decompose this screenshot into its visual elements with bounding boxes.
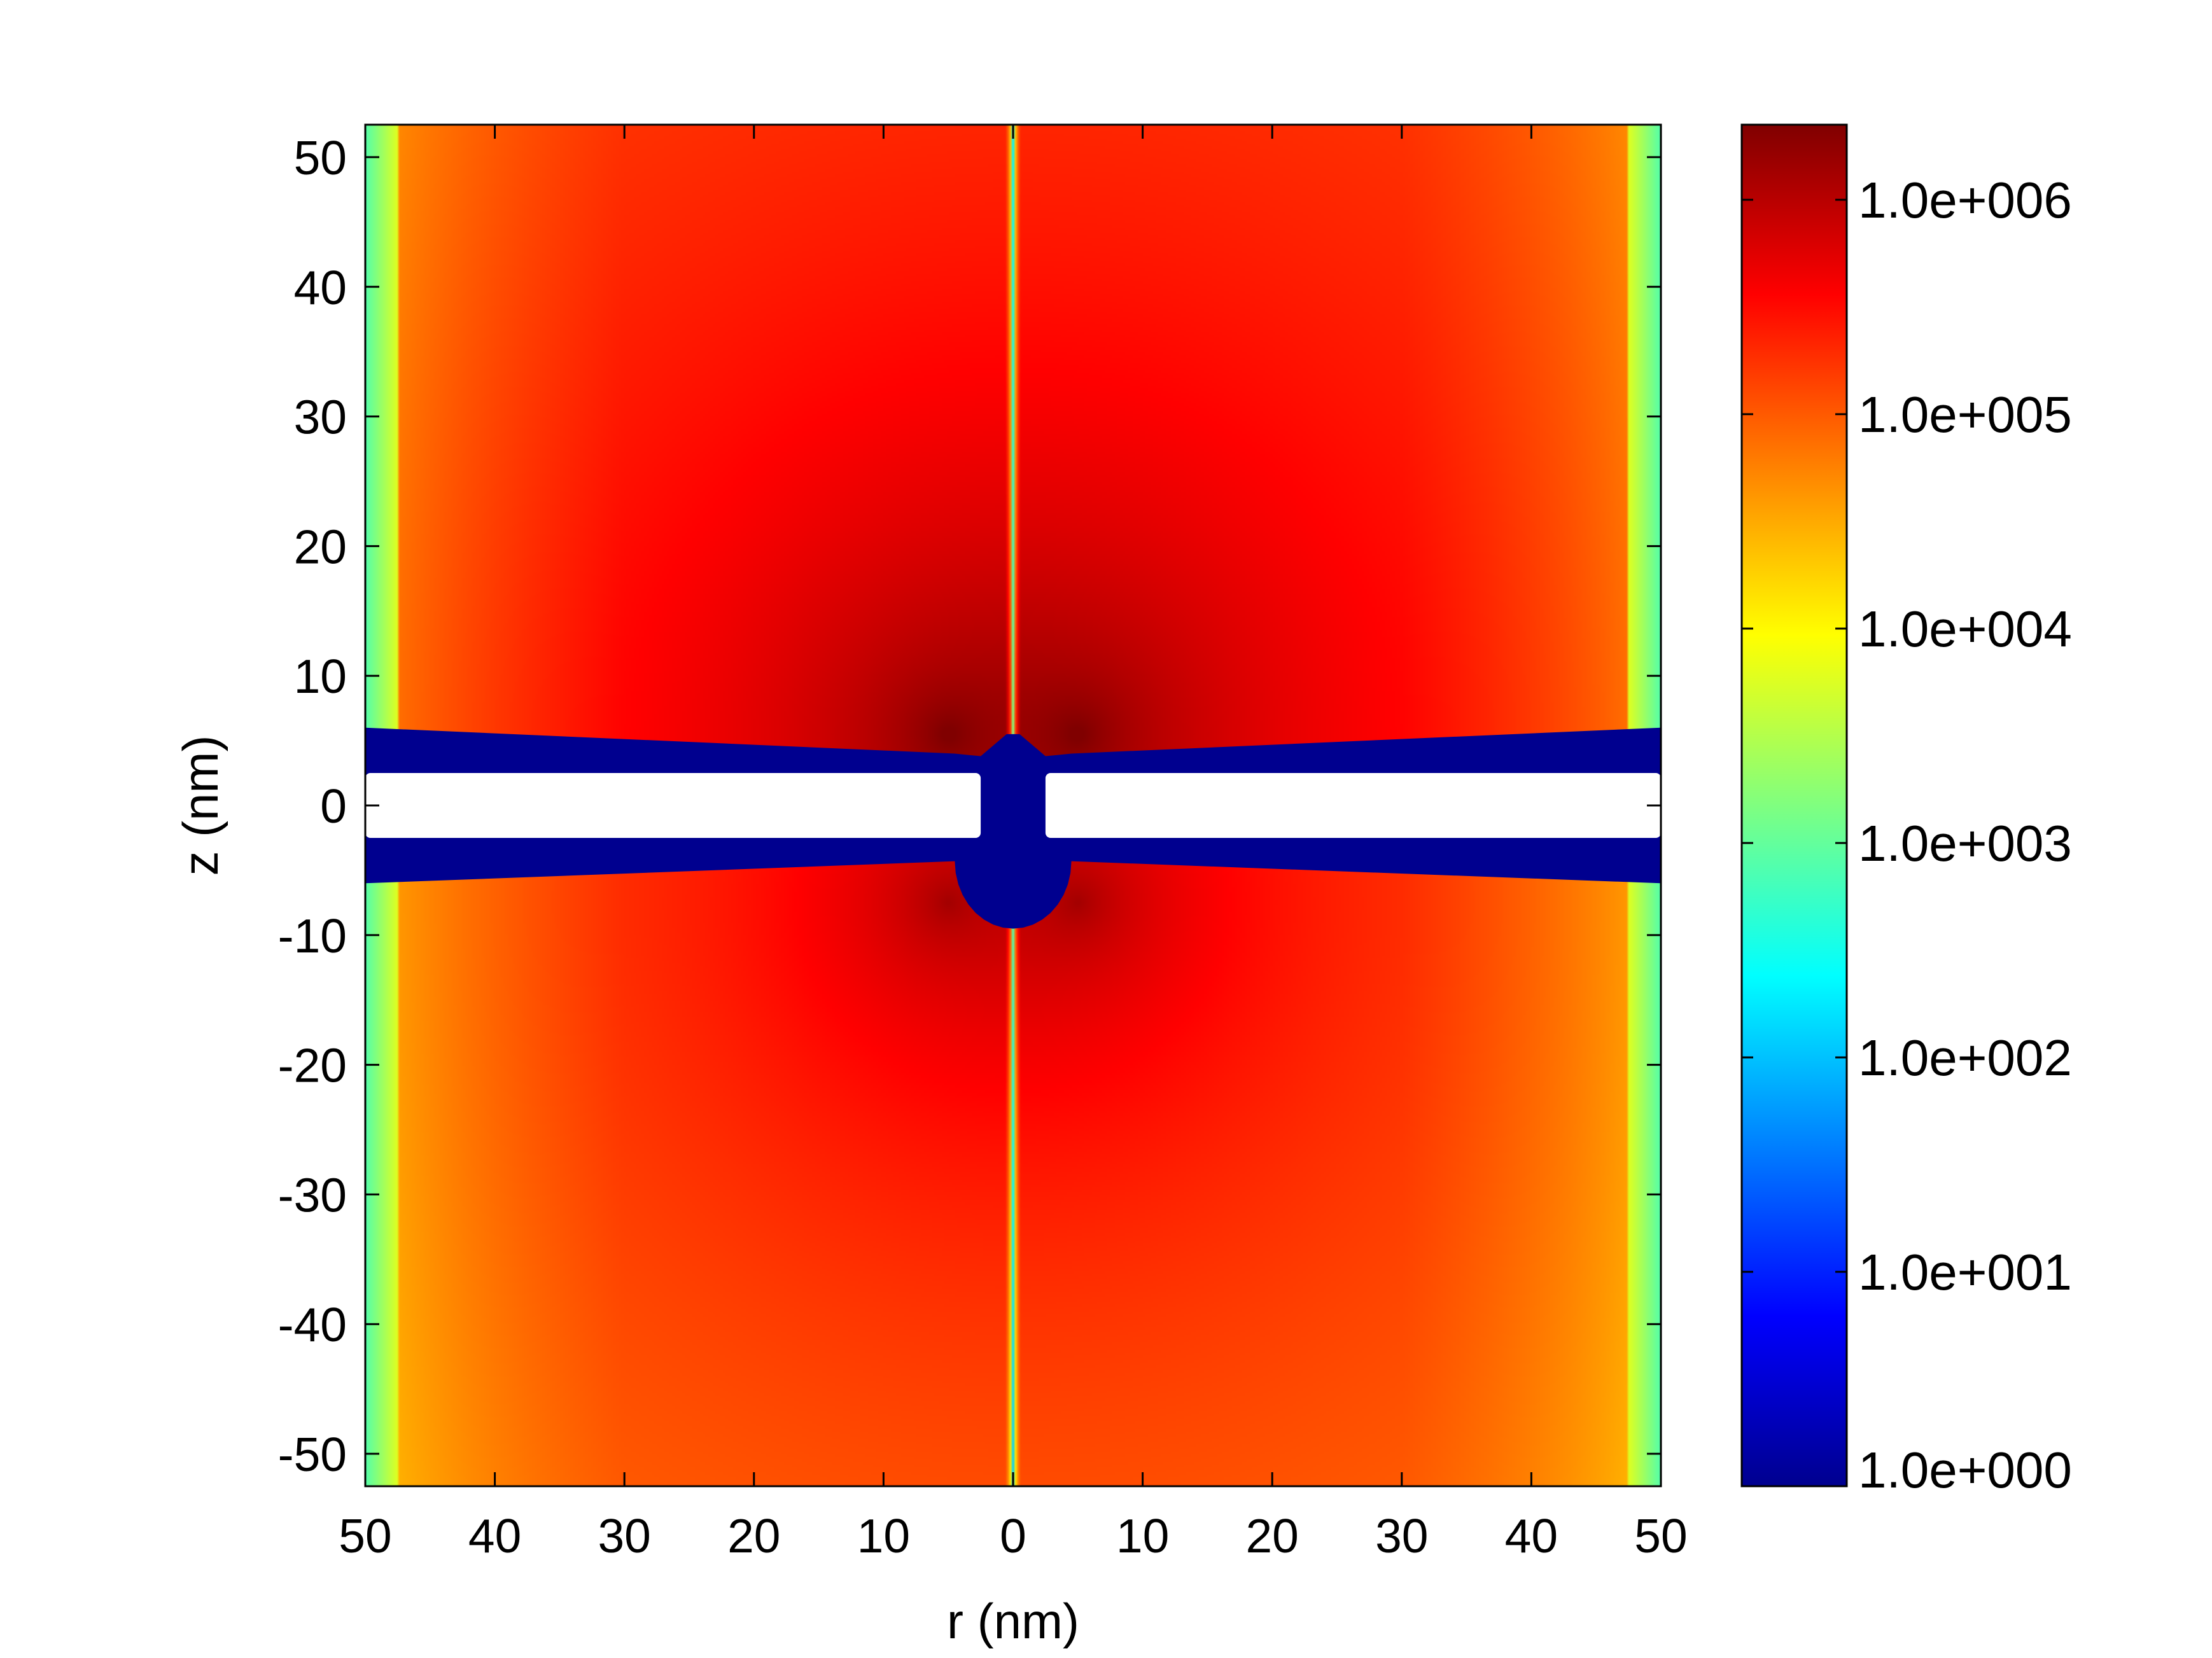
y-tick-label: -50 [278, 1428, 347, 1481]
y-tick-label: 0 [320, 779, 347, 833]
y-axis-label: z (nm) [172, 735, 228, 876]
x-tick-label: 0 [1000, 1509, 1026, 1563]
y-tick-label: 20 [294, 520, 347, 573]
x-tick-label: 40 [1505, 1509, 1558, 1563]
y-tick-label: -40 [278, 1298, 347, 1351]
colorbar-tick-label: 1.0e+000 [1858, 1442, 2072, 1498]
colorbar-tick-label: 1.0e+002 [1858, 1029, 2072, 1086]
y-axis: 50 40 30 20 10 0 -10 -20 -30 -40 -50 [278, 131, 1661, 1481]
x-tick-label: 50 [1634, 1509, 1687, 1563]
colorbar-tick-label: 1.0e+005 [1858, 386, 2072, 443]
colorbar-tick-label: 1.0e+003 [1858, 815, 2072, 872]
x-tick-label: 20 [727, 1509, 780, 1563]
colorbar-ticks: 1.0e+006 1.0e+005 1.0e+004 1.0e+003 1.0e+002… [1742, 172, 2072, 1498]
y-tick-label: 30 [294, 391, 347, 444]
x-tick-label: 30 [598, 1509, 650, 1563]
x-tick-label: 30 [1375, 1509, 1428, 1563]
y-tick-label: -30 [278, 1168, 347, 1222]
y-tick-label: -20 [278, 1039, 347, 1092]
x-axis-label: r (nm) [947, 1593, 1079, 1649]
y-tick-label: 10 [294, 650, 347, 703]
colorbar-tick-label: 1.0e+006 [1858, 172, 2072, 228]
pore-structure [365, 727, 1661, 929]
y-tick-label: 40 [294, 261, 347, 314]
colorbar-gradient [1740, 123, 1848, 1487]
slit-right [1045, 773, 1661, 838]
colorbar-tick-label: 1.0e+004 [1858, 601, 2072, 657]
colorbar: 1.0e+006 1.0e+005 1.0e+004 1.0e+003 1.0e+002… [1740, 123, 2072, 1498]
x-axis: 50 40 30 20 10 0 10 20 30 40 50 [339, 125, 1688, 1563]
y-tick-label: -10 [278, 909, 347, 963]
y-tick-label: 50 [294, 131, 347, 185]
x-tick-label: 40 [468, 1509, 521, 1563]
slit-left [365, 773, 981, 838]
x-tick-label: 10 [1116, 1509, 1169, 1563]
x-tick-label: 50 [339, 1509, 391, 1563]
x-tick-label: 20 [1245, 1509, 1298, 1563]
colorbar-tick-label: 1.0e+001 [1858, 1244, 2072, 1300]
x-tick-label: 10 [857, 1509, 910, 1563]
